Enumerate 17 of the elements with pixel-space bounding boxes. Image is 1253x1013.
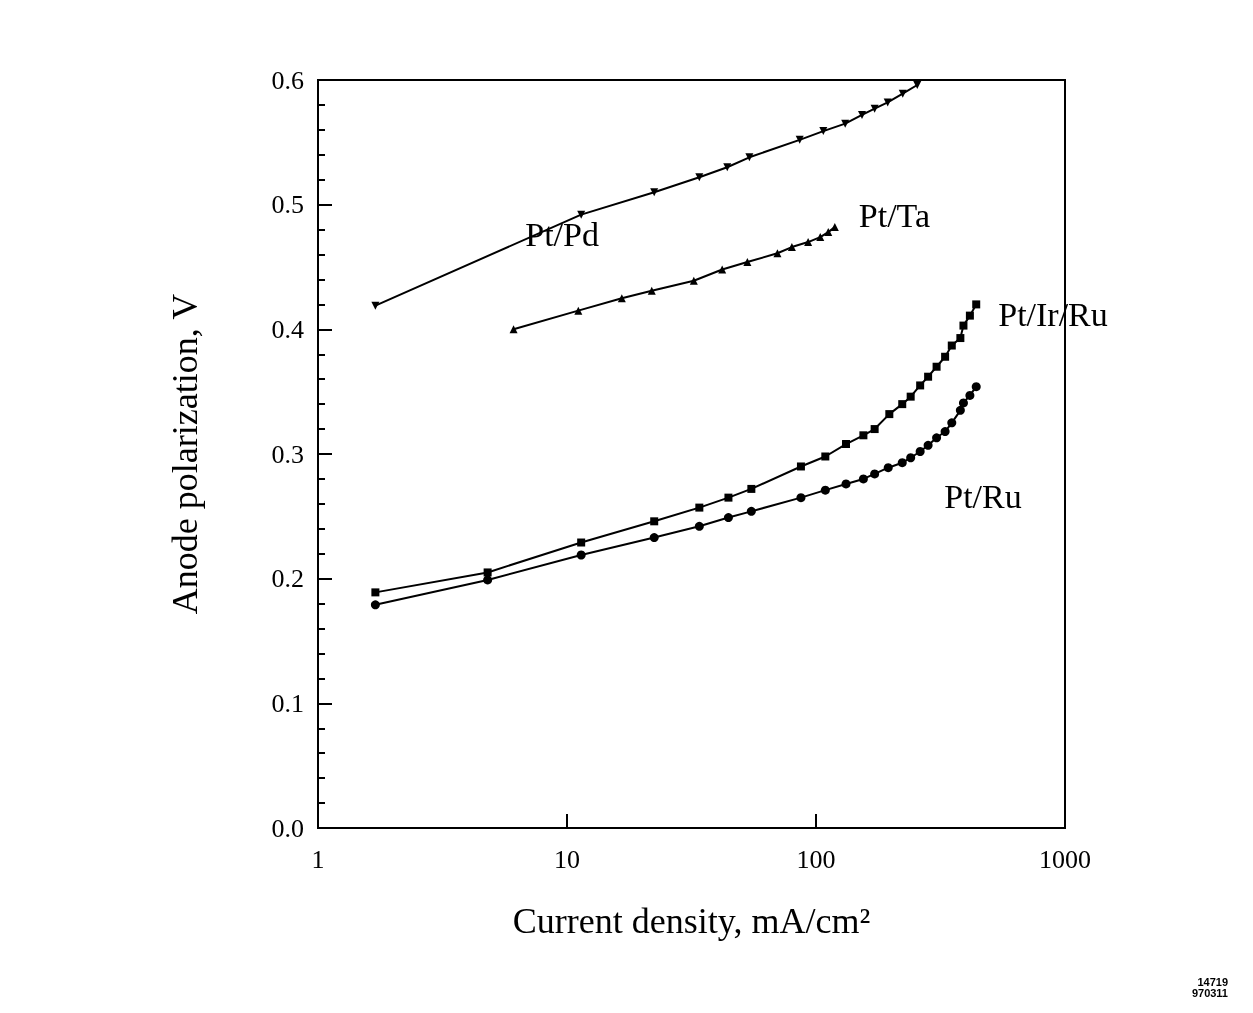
series-label: Pt/Ru	[944, 478, 1022, 516]
x-tick-label: 100	[796, 844, 836, 874]
x-tick-label: 1000	[1039, 844, 1091, 874]
series-label: Pt/Pd	[525, 216, 599, 254]
y-tick-label: 0.6	[271, 65, 304, 95]
y-tick-label: 0.1	[271, 688, 304, 718]
series-label: Pt/Ta	[858, 196, 931, 234]
text: 14719 970311	[1191, 975, 1228, 999]
x-axis-title: Current density, mA/cm²	[512, 901, 871, 941]
y-tick-label: 0.0	[271, 813, 304, 843]
y-tick-label: 0.2	[271, 564, 304, 594]
x-tick-label: 10	[554, 844, 580, 874]
y-tick-label: 0.4	[271, 314, 304, 344]
y-tick-label: 0.5	[271, 190, 304, 220]
y-tick-label: 0.3	[271, 439, 304, 469]
y-axis-title: Anode polarization, V	[165, 293, 205, 615]
x-tick-label: 1	[311, 844, 325, 874]
